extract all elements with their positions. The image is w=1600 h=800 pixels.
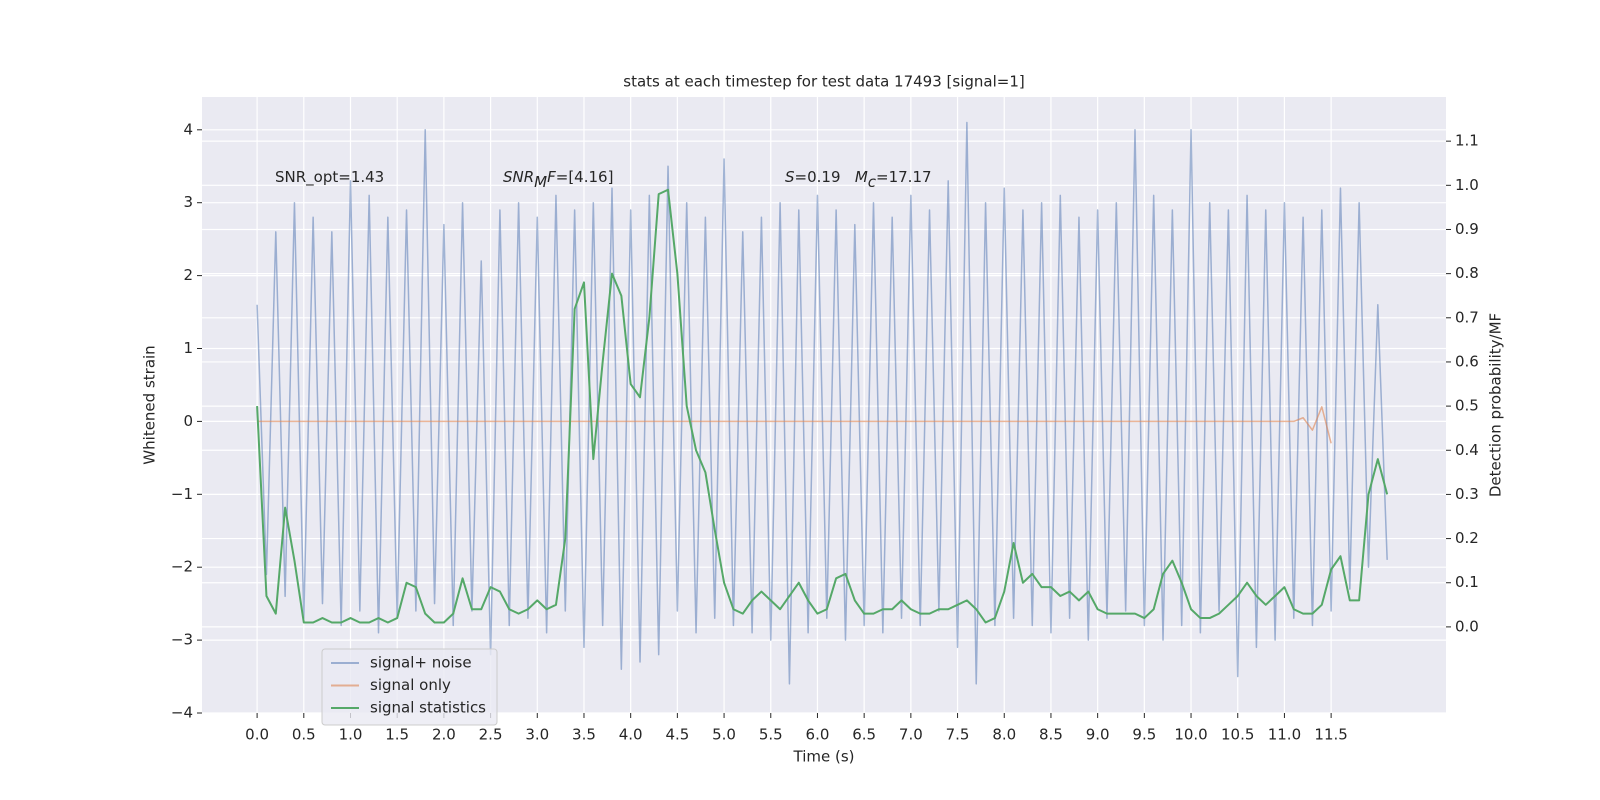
annotation-part: =0.19 [795,168,855,186]
x-tick-label: 7.5 [946,726,970,744]
x-tick-label: 2.5 [479,726,503,744]
x-tick-label: 11.5 [1314,726,1347,744]
series-line [256,121,1388,685]
y-tick-label: 1 [183,339,193,357]
y-tick-label: 0 [183,412,193,430]
annotation: SNRMF=[4.16] [503,168,613,191]
annotation-part: SNR [503,168,534,186]
annotation-part: S [785,168,795,186]
x-tick-label: 3.0 [525,726,549,744]
x-tick-label: 0.0 [245,726,269,744]
x-tick-label: 1.5 [385,726,409,744]
x-tick-label: 3.5 [572,726,596,744]
chart-title: stats at each timestep for test data 174… [623,73,1024,91]
y2-tick-label: 0.8 [1455,264,1479,282]
y2-tick-label: 0.1 [1455,573,1479,591]
annotation-part: F [547,168,556,186]
x-tick-label: 9.0 [1086,726,1110,744]
y2-tick-label: 0.6 [1455,352,1479,370]
x-tick-label: 1.0 [339,726,363,744]
legend-label: signal+ noise [370,654,472,672]
y-axis-label: Whitened strain [141,345,159,464]
y-tick-label: 3 [183,193,193,211]
x-tick-label: 7.0 [899,726,923,744]
y-tick-label: 2 [183,266,193,284]
legend-label: signal statistics [370,699,486,717]
annotation-part: M [855,168,868,186]
x-tick-label: 5.0 [712,726,736,744]
legend-label: signal only [370,676,451,694]
x-tick-label: 8.5 [1039,726,1063,744]
x-tick-label: 10.5 [1221,726,1254,744]
y-tick-label: −1 [171,485,193,503]
y2-tick-label: 0.9 [1455,220,1479,238]
plot-area [202,97,1446,713]
y-tick-label: −3 [171,631,193,649]
x-tick-label: 0.5 [292,726,316,744]
x-tick-label: 11.0 [1268,726,1301,744]
y2-tick-label: 0.4 [1455,441,1479,459]
y2-tick-label: 0.0 [1455,617,1479,635]
y-tick-label: −2 [171,558,193,576]
x-tick-label: 10.0 [1174,726,1207,744]
annotation-part: c [868,173,877,191]
x-tick-label: 6.5 [852,726,876,744]
annotation-part: M [534,173,547,191]
annotation: SNR_opt=1.43 [275,168,384,187]
x-tick-label: 9.5 [1132,726,1156,744]
y2-tick-label: 0.5 [1455,397,1479,415]
y-tick-label: −4 [171,704,193,722]
y-tick-label: 4 [183,120,193,138]
y2-tick-label: 0.3 [1455,485,1479,503]
x-axis-label: Time (s) [793,748,855,766]
y2-axis-label: Detection probability/MF [1487,313,1505,497]
y2-tick-label: 0.7 [1455,308,1479,326]
x-tick-label: 5.5 [759,726,783,744]
series-line [256,188,1389,624]
legend: signal+ noise signal only signal statistic… [321,648,498,726]
x-tick-label: 4.5 [665,726,689,744]
annotation: S=0.19 Mc=17.17 [785,168,932,191]
series-line [257,406,1332,444]
annotation-part: SNR_opt=1.43 [275,168,384,187]
annotation-part: =17.17 [876,168,932,186]
y2-tick-label: 1.0 [1455,176,1479,194]
x-tick-label: 6.0 [806,726,830,744]
legend-box [321,648,498,726]
x-tick-label: 2.0 [432,726,456,744]
y2-tick-label: 1.1 [1455,132,1479,150]
annotation-part: =[4.16] [556,168,614,186]
x-tick-label: 4.0 [619,726,643,744]
y2-tick-label: 0.2 [1455,529,1479,547]
x-tick-label: 8.0 [992,726,1016,744]
